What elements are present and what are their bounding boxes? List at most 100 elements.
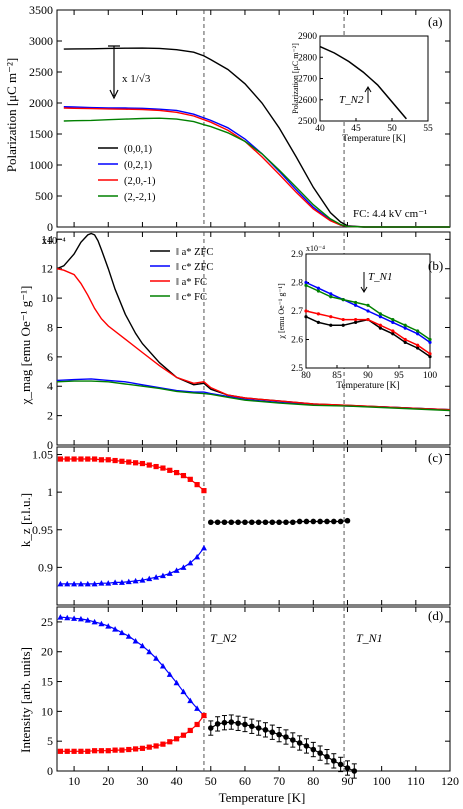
data-point [296,740,303,746]
inset-point [329,292,333,296]
y-tick-label: 10 [41,291,53,305]
y-tick-label: 3000 [29,34,53,48]
y-tick-label: 1500 [29,127,53,141]
inset-point [341,323,345,327]
data-point [228,519,235,526]
data-point [296,518,303,525]
data-point [132,637,139,644]
data-point [324,753,330,760]
data-point [187,697,194,704]
inset-y-tick-label: 2700 [298,75,317,85]
inset-multiplier: x10⁻⁴ [306,244,325,253]
data-point [133,746,139,752]
data-point [153,655,160,661]
inset-point [403,337,407,342]
data-point [105,580,112,586]
y-tick-label: 15 [41,675,53,689]
data-point [221,719,228,726]
data-point [303,743,310,749]
panel-frame [56,231,451,446]
data-point [91,580,98,587]
data-point [125,578,132,585]
data-point [255,725,262,731]
series-line [60,616,205,716]
y-tick-label: 12 [41,262,53,276]
inset-point [403,340,407,344]
y-tick-label: 3500 [29,3,53,17]
inset-annotation: T_N1 [368,271,392,283]
y-tick-label: 2 [47,409,53,423]
data-point [207,725,214,731]
data-point [331,758,337,764]
series-line [210,721,355,772]
data-point [112,626,119,632]
data-point [262,727,269,733]
inset-point [416,343,420,347]
inset-x-tick-label: 100 [423,371,438,381]
data-point [159,663,166,669]
data-point [91,618,98,625]
inset-point [354,317,358,322]
data-point [214,519,221,526]
data-point [71,456,77,462]
data-point [180,688,187,695]
data-point [248,519,255,526]
data-point [290,519,296,526]
series-line [60,715,205,752]
data-point [283,734,289,740]
data-point [201,712,207,719]
data-point [337,518,344,525]
x-tick-label: 110 [407,774,425,788]
data-point [153,463,159,470]
data-point [201,488,207,494]
inset-point [304,309,308,313]
inset-x-tick-label: 85 [332,371,342,381]
data-point [112,747,118,753]
data-point [317,750,323,756]
data-point [235,519,241,526]
x-tick-label: 100 [373,774,391,788]
series-line [63,117,450,228]
inset-xlabel: Temperature [K] [342,134,405,144]
data-point [337,761,344,768]
inset-point [341,317,345,322]
data-point [194,482,200,488]
inset-y-tick-label: 2.5 [291,364,303,374]
data-point [133,460,139,466]
scale-arrow [108,45,120,100]
data-point [324,518,330,525]
inset-y-tick-label: 2600 [298,96,317,106]
data-point [173,567,180,573]
data-point [187,476,193,482]
data-point [153,574,160,580]
inset-point [366,309,370,313]
inset-y-tick-label: 2.6 [291,336,303,346]
inset-x-tick-label: 95 [394,371,404,381]
data-point [194,705,201,711]
panel-b-ylabel: χ_mag [emu Oe⁻¹ g⁻¹] [18,286,33,406]
data-point [146,462,152,468]
data-point [146,744,152,750]
panel-d-ylabel: Intensity [arb. units] [18,647,33,753]
data-point [118,629,125,636]
inset-point [329,323,333,327]
data-point [248,723,255,730]
inset-point [341,298,345,302]
x-tick-label: 120 [441,774,459,788]
data-point [167,467,173,473]
data-point [146,575,153,582]
panel-a-polarization: 0 500 1000 1500 2000 2500 3000 3500 (0,0,1) (0,2,… [29,3,451,234]
y-tick-label: 500 [35,189,53,203]
panel-a-ylabel: Polarization [μC m⁻²] [4,58,19,173]
data-point [71,580,78,587]
data-point [207,519,214,526]
data-point [91,748,98,754]
data-point [57,456,64,462]
panel-b-susceptibility: 0 2 4 6 8 10 12 14 ‖ a* ZFC ‖ c* ZFC ‖ a* FC ‖ c* F… [41,231,451,452]
inset-point [428,337,432,342]
data-point [242,519,248,526]
data-point [221,519,228,526]
inset-point [378,315,382,319]
data-point [64,580,71,587]
